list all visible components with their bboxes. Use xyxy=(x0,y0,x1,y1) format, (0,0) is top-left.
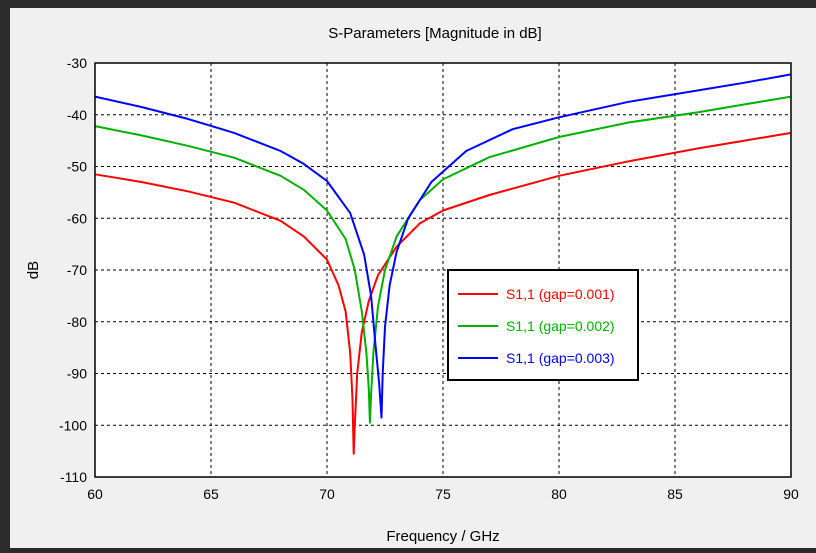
y-axis-title: dB xyxy=(25,261,42,279)
y-tick-labels: -30 -40 -50 -60 -70 -80 -90 -100 -110 xyxy=(59,55,87,485)
plot-border xyxy=(94,62,792,478)
x-tick-label: 90 xyxy=(783,486,799,502)
y-tick-label: -30 xyxy=(67,55,87,71)
x-tick-label: 75 xyxy=(435,486,451,502)
y-tick-label: -60 xyxy=(67,210,87,226)
grid xyxy=(95,63,791,477)
legend-label-2: S1,1 (gap=0.002) xyxy=(506,318,615,334)
legend-label-3: S1,1 (gap=0.003) xyxy=(506,350,615,366)
chart-title: S-Parameters [Magnitude in dB] xyxy=(328,25,541,42)
y-tick-label: -40 xyxy=(67,107,87,123)
y-tick-label: -90 xyxy=(67,366,87,382)
x-tick-label: 70 xyxy=(319,486,335,502)
x-tick-label: 80 xyxy=(551,486,567,502)
y-tick-label: -50 xyxy=(67,159,87,175)
series-line-3 xyxy=(94,73,792,419)
legend-label-1: S1,1 (gap=0.001) xyxy=(506,286,615,302)
y-tick-label: -110 xyxy=(60,469,87,485)
legend-items: S1,1 (gap=0.001) S1,1 (gap=0.002) S1,1 (ga… xyxy=(458,286,615,366)
legend: S1,1 (gap=0.001) S1,1 (gap=0.002) S1,1 (ga… xyxy=(447,269,639,381)
x-tick-label: 65 xyxy=(203,486,219,502)
x-tick-label: 60 xyxy=(87,486,103,502)
series-line-1 xyxy=(94,131,792,455)
y-tick-label: -70 xyxy=(67,262,87,278)
x-axis-title: Frequency / GHz xyxy=(386,528,499,545)
s-parameters-chart: S-Parameters [Magnitude in dB] 60 65 70 75 8… xyxy=(25,25,799,545)
series-line-2 xyxy=(94,95,792,424)
series-layer xyxy=(94,73,792,455)
chart-frame: S-Parameters [Magnitude in dB] 60 65 70 75 8… xyxy=(10,8,816,548)
x-tick-labels: 60 65 70 75 80 85 90 xyxy=(87,486,799,502)
y-tick-label: -100 xyxy=(59,417,87,433)
y-tick-label: -80 xyxy=(67,314,87,330)
x-tick-label: 85 xyxy=(667,486,683,502)
